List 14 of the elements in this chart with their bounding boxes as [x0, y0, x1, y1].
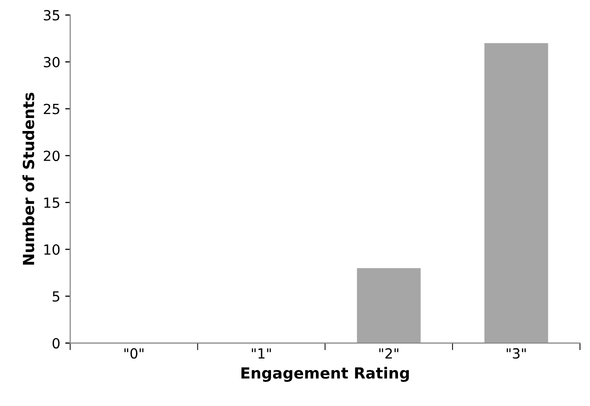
x-tick-label: "2"	[379, 348, 398, 358]
y-tick-label: 20	[44, 150, 60, 162]
x-axis-title: Engagement Rating	[241, 366, 409, 382]
y-tick-label: 30	[44, 56, 60, 68]
y-axis-title: Number of Students	[22, 92, 34, 265]
y-tick-label: 5	[52, 291, 60, 302]
y-tick-label: 35	[44, 10, 60, 20]
y-tick-label: 15	[44, 198, 60, 208]
x-tick-label: "3"	[506, 348, 526, 359]
x-tick-label: "1"	[252, 348, 271, 358]
y-tick-label: 25	[44, 104, 60, 114]
x-tick-label: "0"	[124, 348, 144, 359]
y-tick-label: 0	[52, 338, 60, 349]
y-tick-label: 10	[44, 244, 60, 255]
